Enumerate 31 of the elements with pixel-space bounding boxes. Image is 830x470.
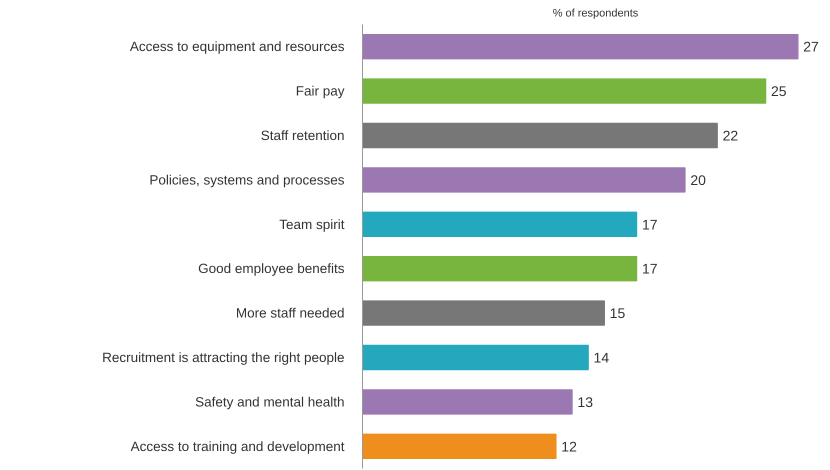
bar bbox=[362, 167, 686, 193]
y-tick-label: Recruitment is attracting the right people bbox=[102, 350, 344, 365]
data-label: 27 bbox=[803, 38, 820, 55]
data-label: 13 bbox=[577, 394, 594, 410]
bar bbox=[362, 389, 573, 415]
y-tick-label: Access to training and development bbox=[130, 438, 345, 454]
data-label: 17 bbox=[642, 260, 658, 277]
data-label: 25 bbox=[770, 83, 787, 100]
bar bbox=[362, 300, 605, 326]
bar bbox=[362, 34, 799, 60]
data-label: 20 bbox=[690, 172, 706, 188]
y-tick-label: Staff retention bbox=[260, 128, 345, 143]
chart-title: % of respondents bbox=[552, 8, 639, 20]
bar bbox=[362, 122, 718, 148]
bar bbox=[362, 344, 589, 370]
y-tick-label: Safety and mental health bbox=[195, 394, 345, 410]
bar bbox=[362, 256, 638, 282]
data-label: 22 bbox=[722, 128, 738, 144]
data-label: 14 bbox=[594, 350, 610, 366]
data-label: 15 bbox=[610, 305, 626, 322]
bar bbox=[362, 78, 766, 104]
bar bbox=[362, 212, 638, 238]
y-tick-label: Access to equipment and resources bbox=[130, 39, 345, 54]
y-tick-label: Policies, systems and processes bbox=[149, 172, 345, 188]
y-tick-label: More staff needed bbox=[236, 306, 345, 321]
bar bbox=[362, 434, 557, 460]
data-label: 12 bbox=[561, 438, 578, 454]
data-label: 17 bbox=[642, 216, 658, 232]
y-tick-label: Team spirit bbox=[279, 216, 345, 232]
y-tick-label: Good employee benefits bbox=[198, 261, 345, 276]
y-tick-label: Fair pay bbox=[296, 84, 345, 99]
